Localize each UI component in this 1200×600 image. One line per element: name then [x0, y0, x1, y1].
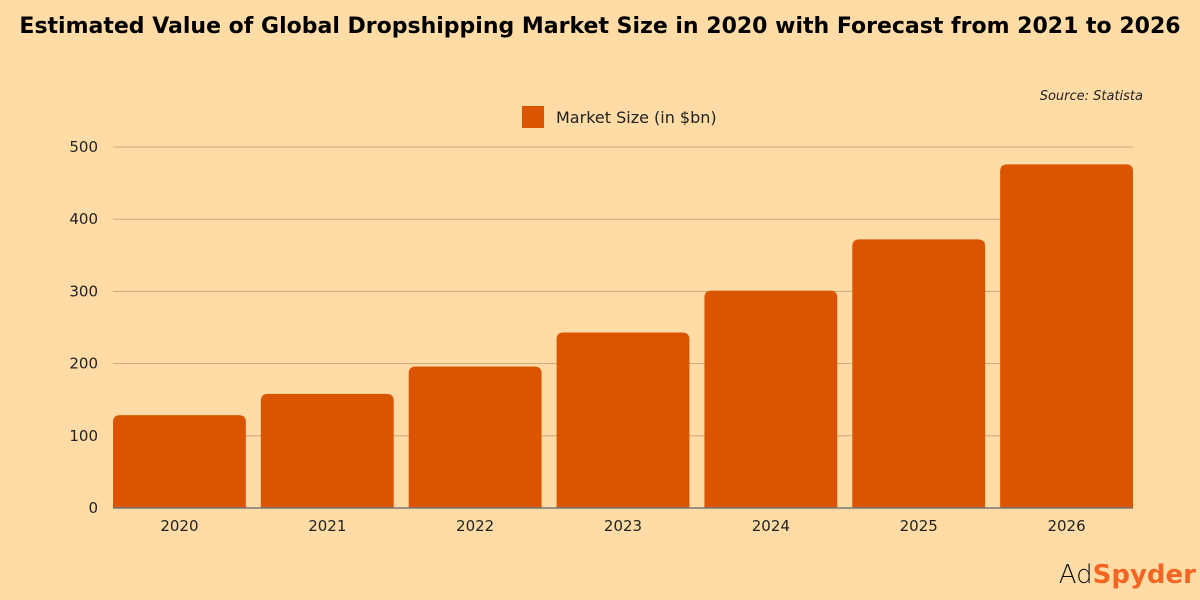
y-tick-label: 200	[69, 355, 98, 373]
bar-2022	[408, 366, 542, 508]
legend-label: Market Size (in $bn)	[556, 108, 717, 127]
bar-2024	[704, 290, 838, 508]
adspyder-logo: AdSpyder	[1058, 560, 1196, 590]
y-tick-label: 300	[69, 282, 98, 300]
x-tick-label: 2021	[308, 517, 346, 535]
x-tick-label: 2023	[604, 517, 642, 535]
legend-swatch	[522, 106, 544, 128]
y-tick-label: 500	[69, 138, 98, 156]
chart-title: Estimated Value of Global Dropshipping M…	[19, 14, 1181, 39]
bar-2025	[852, 239, 986, 508]
bar-2023	[556, 332, 690, 508]
y-tick-label: 0	[88, 499, 98, 517]
y-tick-label: 400	[69, 210, 98, 228]
bar-2020	[113, 415, 246, 508]
x-tick-label: 2022	[456, 517, 494, 535]
x-tick-label: 2025	[900, 517, 938, 535]
bar-2021	[260, 393, 394, 508]
y-tick-label: 100	[69, 427, 98, 445]
source-note: Source: Statista	[1039, 89, 1143, 104]
x-tick-label: 2020	[160, 517, 198, 535]
bar-2026	[1000, 164, 1133, 508]
x-tick-label: 2026	[1047, 517, 1085, 535]
x-tick-label: 2024	[752, 517, 790, 535]
